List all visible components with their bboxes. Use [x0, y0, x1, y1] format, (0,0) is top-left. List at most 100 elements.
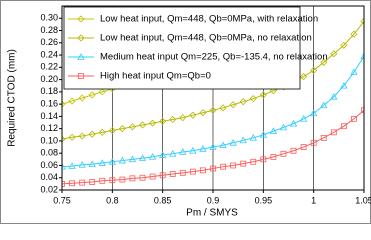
marker [149, 119, 157, 127]
marker [169, 149, 177, 157]
marker [62, 100, 66, 108]
marker [98, 88, 106, 96]
marker [220, 163, 226, 170]
marker [189, 168, 196, 175]
series-line [62, 109, 364, 185]
marker [259, 130, 268, 138]
marker [361, 107, 364, 114]
marker [209, 143, 217, 150]
marker [88, 91, 96, 99]
marker [109, 177, 116, 184]
y-tick-label: 0.28 [40, 25, 58, 35]
x-tick-label: 1 [311, 195, 316, 205]
legend-label: Low heat input, Qm=448, Qb=0MPa, with re… [100, 14, 318, 25]
y-axis-label: Required CTOD (mm) [7, 49, 18, 147]
marker [159, 172, 166, 179]
marker [320, 134, 327, 141]
y-tick-label: 0.16 [40, 99, 58, 109]
y-tick-label: 0.26 [40, 37, 58, 47]
marker [351, 115, 357, 122]
marker [249, 95, 257, 103]
y-tick-label: 0.04 [40, 172, 58, 182]
marker [128, 123, 137, 131]
marker [330, 129, 337, 136]
y-tick-label: 0.06 [40, 160, 58, 170]
y-tick-label: 0.20 [40, 74, 58, 84]
marker [219, 104, 227, 112]
legend-label: High heat input Qm=Qb=0 [100, 71, 211, 82]
marker [169, 171, 176, 177]
marker [68, 97, 76, 105]
marker [179, 148, 187, 155]
marker [309, 109, 318, 117]
marker [350, 30, 358, 38]
marker [340, 123, 347, 130]
y-tick-label: 0.14 [40, 111, 58, 121]
marker [299, 115, 308, 122]
x-tick-label: 0.8 [106, 195, 119, 205]
marker [88, 160, 96, 168]
marker [209, 106, 217, 114]
marker [108, 126, 116, 135]
marker [159, 117, 167, 125]
marker [78, 132, 86, 140]
marker [69, 180, 75, 187]
marker [179, 114, 187, 122]
chart: Required CTOD (mm) Pm / SMYS 0.02 0.04 0.0… [0, 0, 371, 224]
marker [118, 125, 126, 133]
marker [330, 50, 338, 58]
marker [148, 153, 157, 160]
marker [118, 156, 127, 164]
marker [330, 92, 338, 100]
marker [310, 139, 317, 146]
marker [310, 66, 318, 74]
marker [200, 167, 206, 174]
marker [68, 162, 76, 169]
marker [239, 98, 247, 106]
x-tick-label: 0.95 [255, 195, 273, 205]
marker [129, 175, 136, 182]
marker [78, 73, 84, 79]
marker [340, 41, 348, 49]
legend-label: Low heat input, Qm=448, Qb=0MPa, no rela… [100, 33, 312, 44]
y-tick-label: 0.02 [40, 184, 58, 194]
marker [139, 174, 146, 181]
plot-border [61, 5, 365, 191]
marker [300, 72, 308, 81]
y-tick-label: 0.10 [40, 135, 58, 145]
marker [108, 157, 117, 165]
marker [189, 146, 197, 154]
marker [350, 68, 358, 76]
marker [189, 111, 197, 119]
marker [360, 52, 364, 60]
marker [320, 58, 328, 66]
marker [269, 87, 277, 95]
marker [99, 177, 106, 184]
marker [229, 101, 237, 109]
marker [290, 147, 297, 154]
marker [239, 136, 247, 144]
marker [259, 91, 267, 99]
marker [269, 127, 278, 134]
series-line [62, 56, 364, 168]
x-tick-label: 0.9 [207, 195, 220, 205]
marker [199, 145, 207, 152]
marker [79, 179, 86, 186]
marker [149, 173, 156, 180]
marker [279, 123, 288, 131]
marker [62, 162, 66, 170]
marker [98, 159, 106, 166]
marker [280, 150, 287, 157]
marker [199, 109, 207, 117]
marker [210, 165, 216, 172]
y-tick-label: 0.12 [40, 123, 58, 133]
marker [240, 160, 247, 167]
marker [289, 119, 298, 127]
marker [138, 121, 147, 129]
marker [62, 135, 66, 143]
y-tick-label: 0.30 [40, 13, 58, 23]
x-axis-label: Pm / SMYS [186, 208, 238, 219]
marker [320, 101, 328, 109]
marker [340, 81, 348, 89]
marker [219, 141, 227, 149]
